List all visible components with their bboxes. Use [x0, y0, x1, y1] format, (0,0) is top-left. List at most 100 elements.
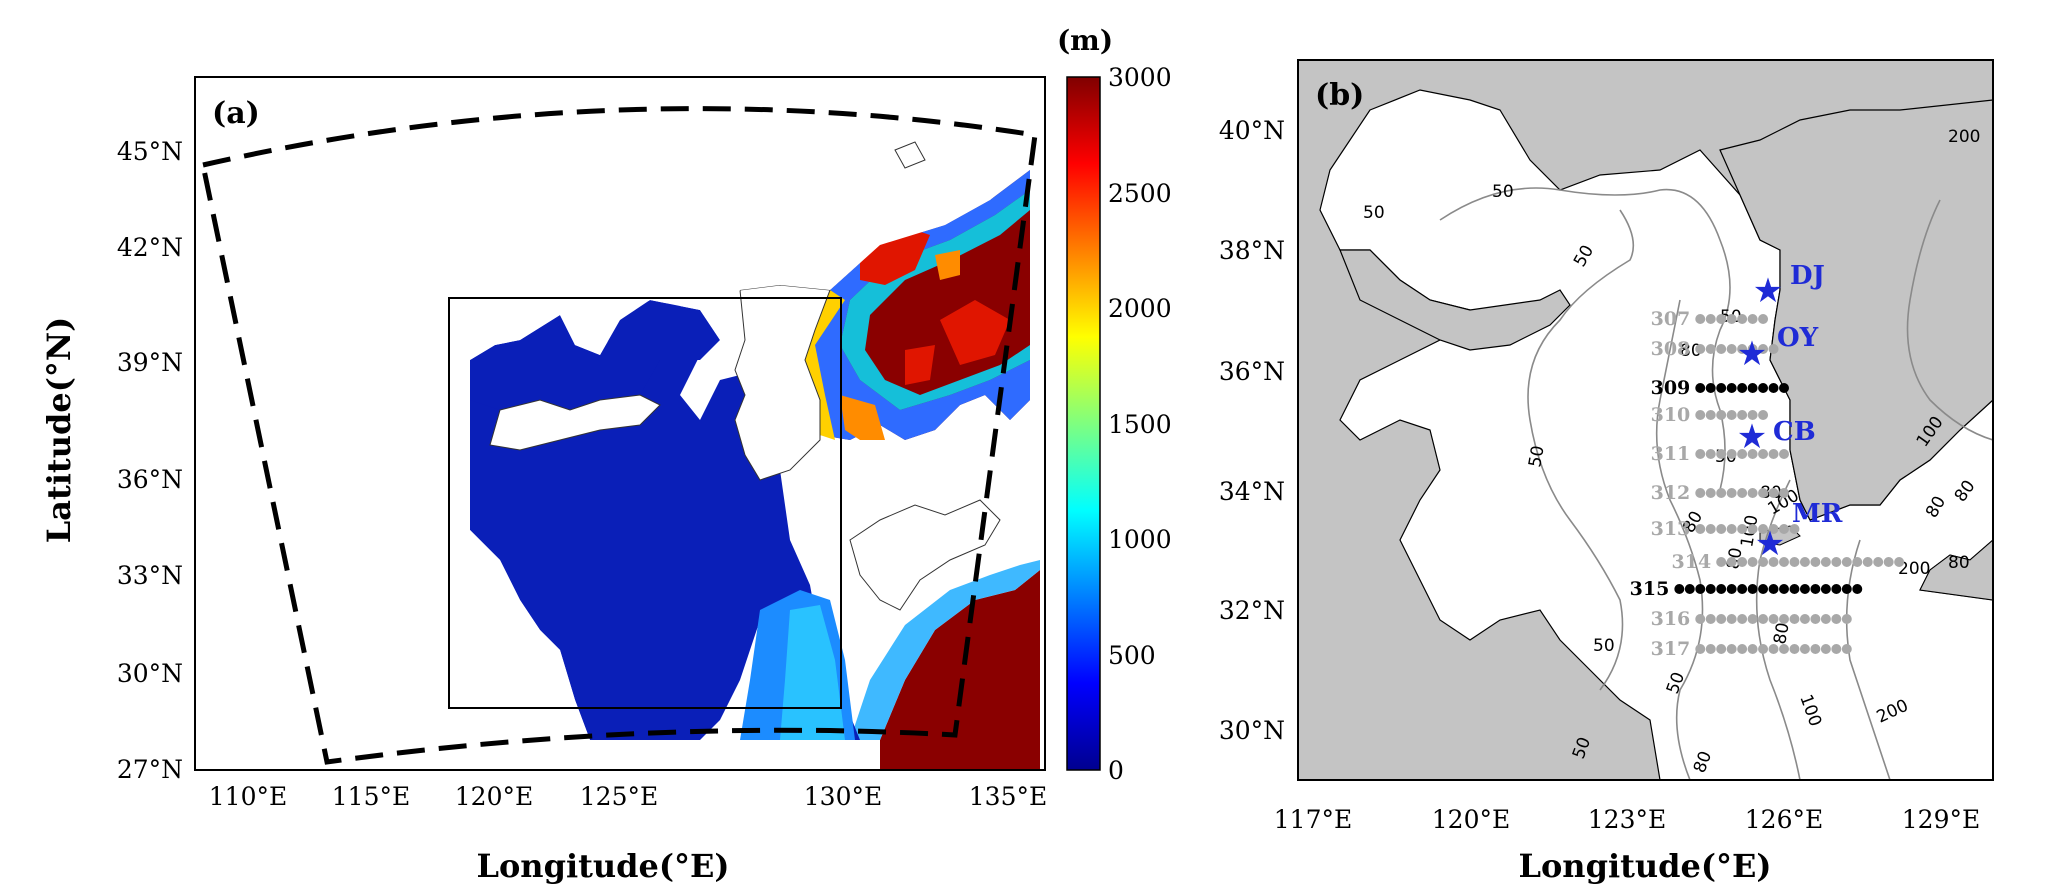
station-dot	[1779, 644, 1789, 654]
station-dot	[1799, 584, 1810, 594]
site-label-mr: MR	[1792, 499, 1843, 529]
station-dot	[1737, 488, 1748, 498]
panel-a-xtick: 120°E	[455, 782, 533, 811]
station-dot	[1695, 488, 1706, 498]
station-dot	[1758, 449, 1769, 459]
panel-a-ytick: 33°N	[117, 561, 183, 590]
contour-80	[1655, 299, 1704, 780]
korea-land	[734, 284, 831, 481]
station-dot	[1747, 614, 1758, 624]
station-dot	[1799, 557, 1810, 567]
site-label-oy: OY	[1777, 323, 1819, 353]
section-label: 309	[1651, 377, 1691, 399]
station-dot	[1705, 644, 1716, 654]
station-dot	[1779, 488, 1789, 498]
station-dot	[1758, 344, 1769, 354]
panel-a-xtick: 125°E	[580, 782, 658, 811]
panel-b-ytick: 36°N	[1219, 357, 1285, 386]
station-dot	[1716, 644, 1727, 654]
contour-50-a	[1439, 187, 1731, 491]
station-dot	[1768, 344, 1779, 354]
site-label-cb: CB	[1773, 417, 1816, 447]
station-dot	[1695, 524, 1706, 534]
colorbar-tick: 3000	[1108, 63, 1172, 92]
station-dot	[1726, 584, 1737, 594]
station-dot	[1726, 488, 1737, 498]
contour-label: 80	[1770, 621, 1793, 646]
china-land	[195, 77, 1045, 770]
colorbar-tick: 500	[1108, 641, 1156, 670]
station-dot	[1705, 614, 1716, 624]
site-label-dj: DJ	[1790, 261, 1825, 291]
colorbar-tick: 1000	[1108, 525, 1172, 554]
panel-b-ytick: 30°N	[1219, 716, 1285, 745]
station-dot	[1726, 614, 1737, 624]
island-outline	[894, 141, 926, 169]
contour-label: 50	[1593, 636, 1615, 656]
station-dot	[1831, 614, 1842, 624]
panel-b-xtick: 129°E	[1902, 805, 1980, 834]
station-dot	[1883, 557, 1894, 567]
panel-a-ytick: 27°N	[117, 755, 183, 784]
panel-b-xticks: 117°E 120°E 123°E 126°E 129°E	[1274, 805, 1980, 834]
site-star-icon: ★	[1737, 417, 1767, 457]
section-label: 308	[1651, 338, 1691, 360]
station-dot	[1841, 557, 1852, 567]
site-star-icon: ★	[1755, 524, 1785, 564]
station-dot	[1684, 584, 1695, 594]
station-dot	[1852, 557, 1863, 567]
station-dot	[1789, 644, 1800, 654]
panel-b-ytick: 34°N	[1219, 477, 1285, 506]
panel-a-xtick: 135°E	[969, 782, 1047, 811]
panel-b-xtick: 126°E	[1745, 805, 1823, 834]
station-dot	[1737, 344, 1748, 354]
station-dot	[1747, 410, 1758, 420]
station-dot	[1695, 449, 1706, 459]
station-dot	[1716, 383, 1727, 393]
station-dot	[1758, 314, 1769, 324]
station-dot	[1789, 614, 1800, 624]
panel-a-yticks: 27°N 30°N 33°N 36°N 39°N 42°N 45°N	[117, 137, 183, 784]
panel-b-kyushu	[1919, 539, 1993, 601]
station-dot	[1716, 614, 1727, 624]
station-dot	[1789, 524, 1800, 534]
station-dot	[1737, 584, 1748, 594]
section-label: 314	[1672, 551, 1712, 573]
station-dot	[1716, 584, 1727, 594]
station-dot	[1810, 584, 1821, 594]
site-star-icon: ★	[1737, 334, 1767, 374]
contour-label: 50	[1525, 444, 1548, 469]
station-dot	[1779, 614, 1789, 624]
panel-b: 50 50 50 50 50 50 50 50 50 80 80 80 80 8…	[1219, 59, 1994, 885]
station-dot	[1779, 557, 1789, 567]
okinawa-trough-light	[780, 605, 845, 740]
station-dot	[1810, 557, 1821, 567]
panel-a-ytick: 36°N	[117, 465, 183, 494]
depth-contours	[1439, 187, 1993, 780]
panel-b-label: (b)	[1315, 78, 1364, 113]
station-dot	[1789, 584, 1800, 594]
japan-sea-red	[860, 225, 1010, 385]
station-dot	[1716, 449, 1727, 459]
panel-b-yticks: 30°N 32°N 34°N 36°N 38°N 40°N	[1219, 116, 1285, 745]
station-dot	[1799, 614, 1810, 624]
station-dot	[1810, 644, 1821, 654]
station-dot	[1820, 644, 1831, 654]
panel-a-xlabel: Longitude(°E)	[476, 847, 729, 885]
station-dot	[1779, 524, 1789, 534]
station-dot	[1747, 644, 1758, 654]
station-dot	[1831, 584, 1842, 594]
panel-b-ytick: 40°N	[1219, 116, 1285, 145]
station-dot	[1820, 557, 1831, 567]
panel-b-frame	[1297, 59, 1994, 781]
station-dot	[1695, 644, 1706, 654]
contour-label: 200	[1948, 127, 1980, 147]
contour-200-ne	[1906, 199, 1993, 441]
section-label: 307	[1651, 308, 1691, 330]
station-dot	[1758, 644, 1769, 654]
contour-label: 50	[1363, 203, 1385, 223]
station-dot	[1737, 383, 1748, 393]
japan-sea-orange	[840, 250, 960, 440]
